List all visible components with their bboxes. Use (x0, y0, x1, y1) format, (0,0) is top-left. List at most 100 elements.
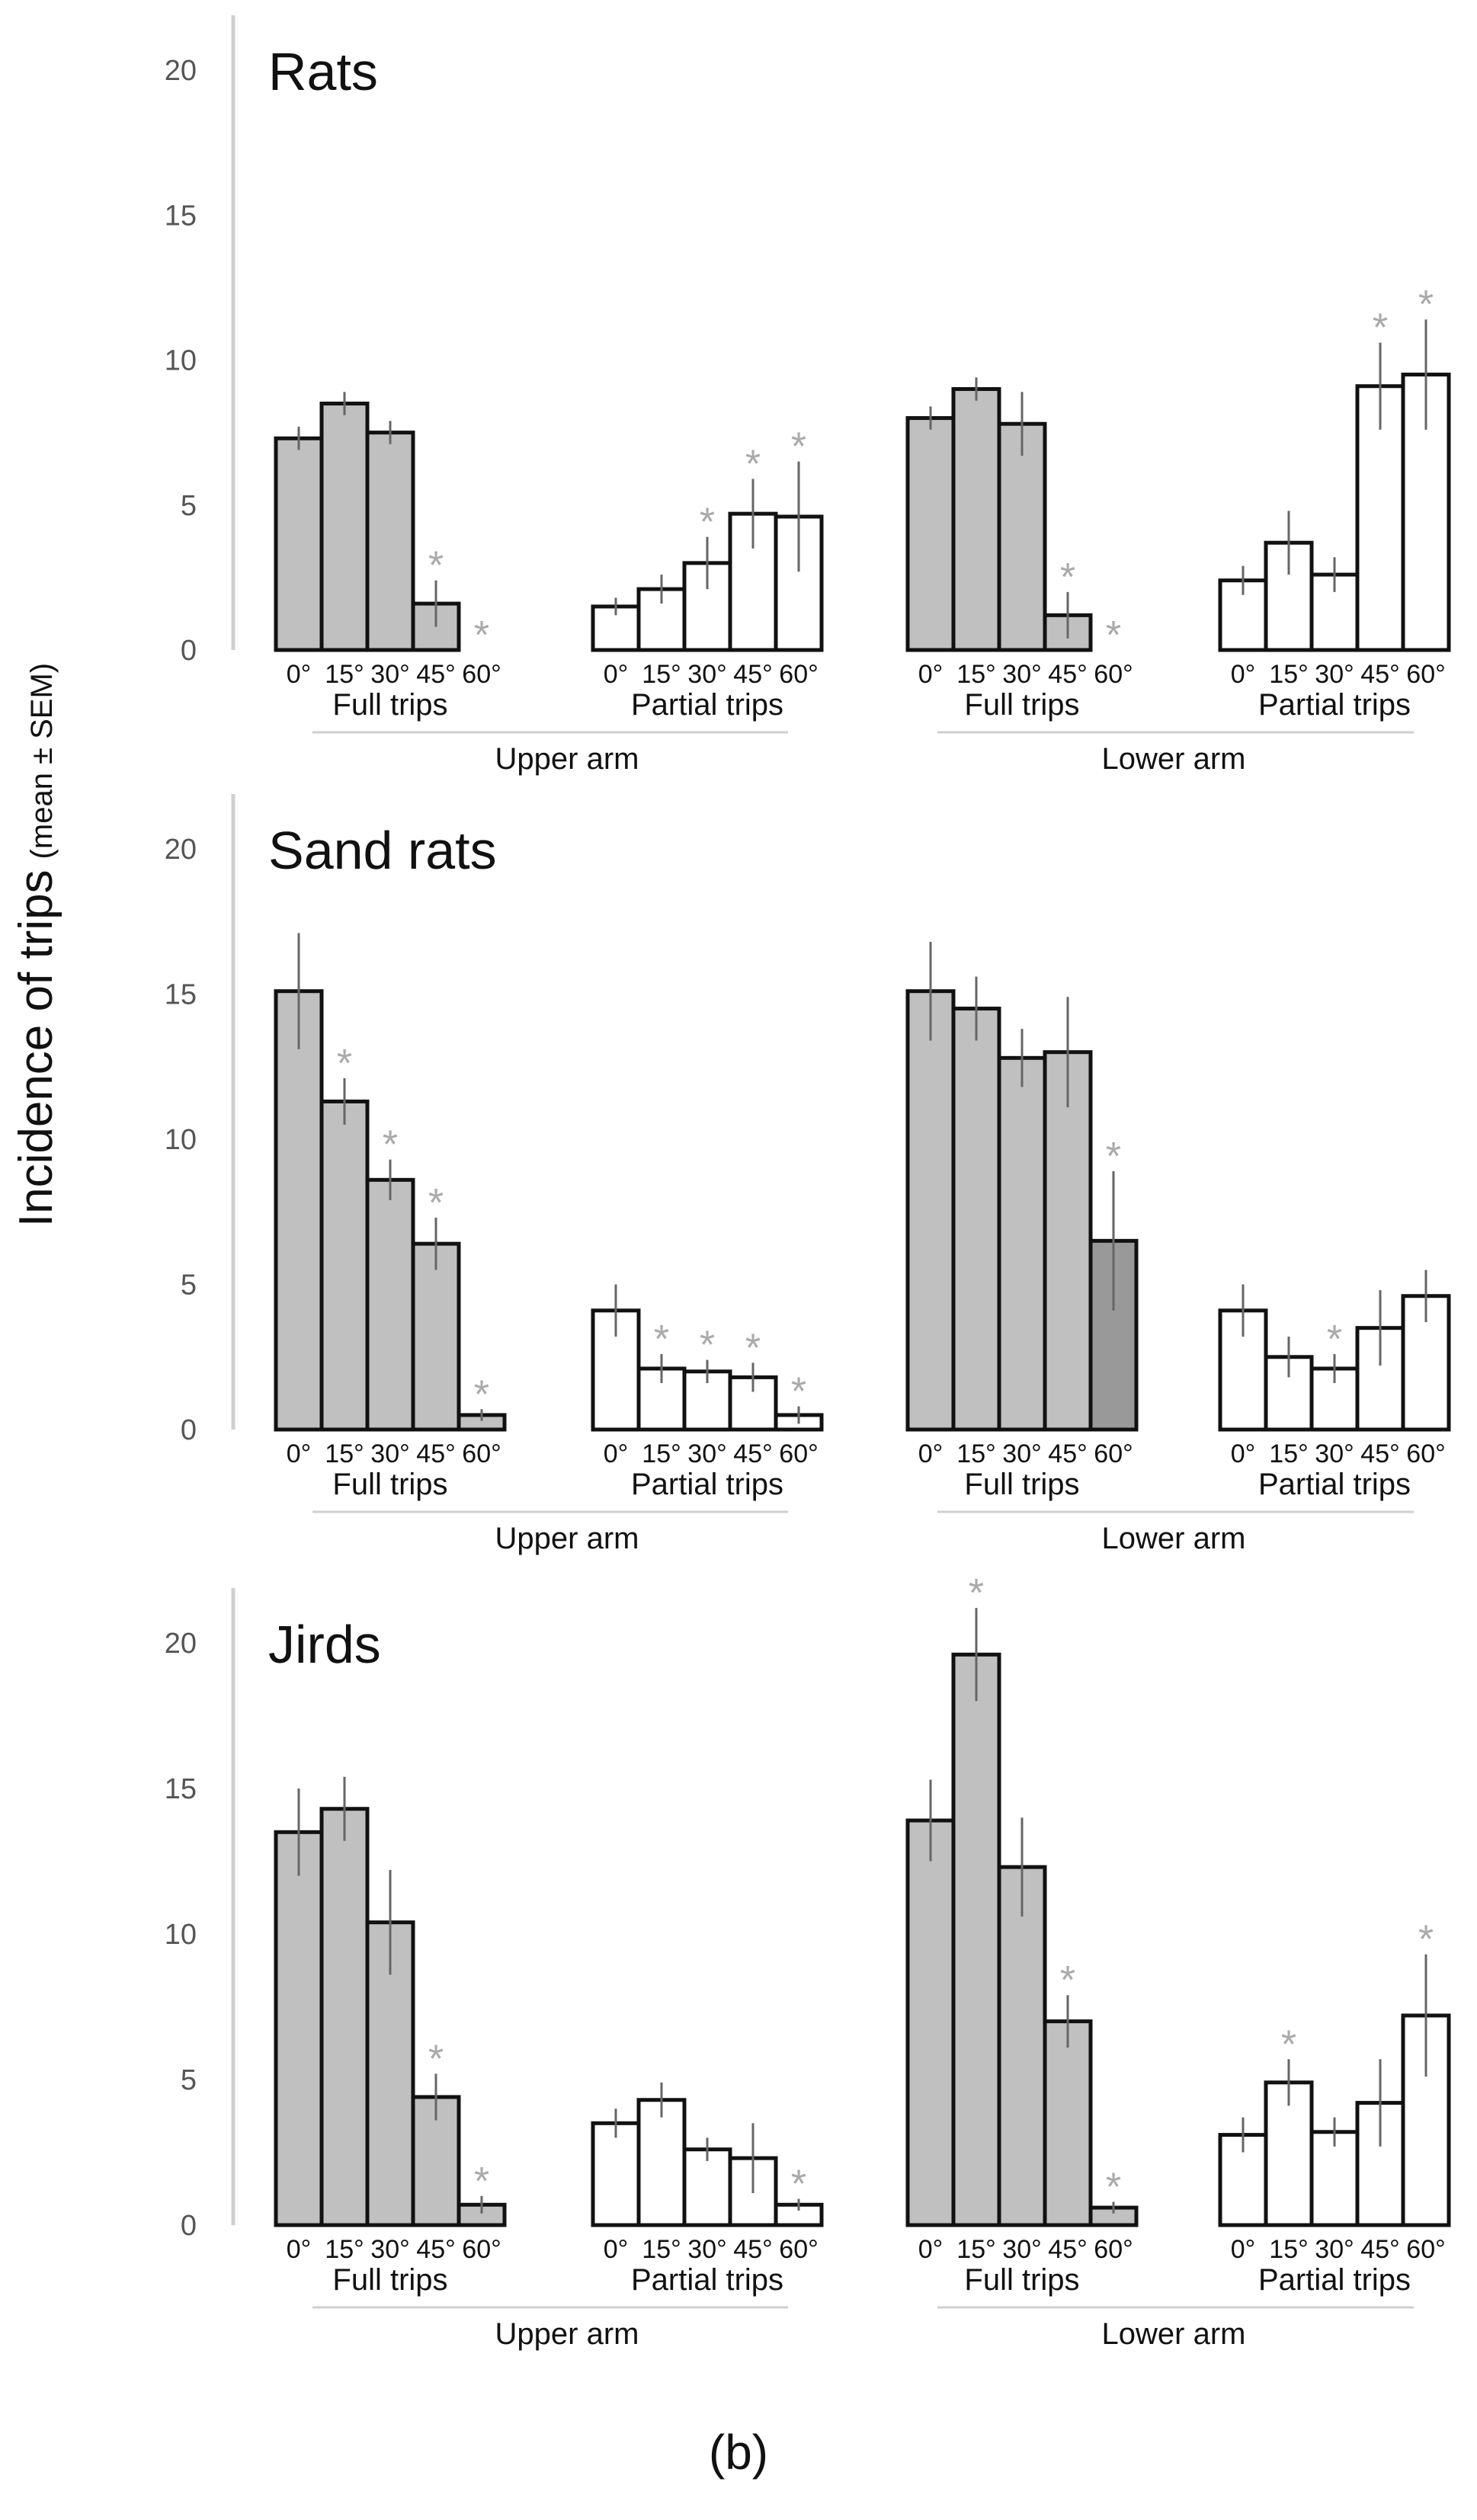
x-tick-label: 60° (462, 2235, 501, 2264)
x-tick-label: 0° (287, 1439, 312, 1468)
panel-title: Jirds (268, 1615, 381, 1674)
significance-star: * (791, 2163, 806, 2207)
x-tick-label: 60° (1406, 660, 1445, 689)
x-tick-label: 30° (370, 1439, 409, 1468)
arm-label: Upper arm (495, 2317, 639, 2351)
bar (1043, 2019, 1093, 2227)
significance-star: * (428, 544, 444, 588)
bar-group: 0° 15° 30°*45°*60°Full trips (905, 377, 1133, 722)
x-tick-label: 0° (1231, 2235, 1256, 2264)
x-tick-label: 30° (687, 1439, 726, 1468)
significance-star: * (428, 2037, 444, 2081)
x-tick-label: 15° (325, 1439, 364, 1468)
x-tick-label: 45° (733, 2235, 772, 2264)
x-tick-label: 60° (1094, 660, 1133, 689)
group-label: Partial trips (631, 2263, 783, 2297)
x-tick-label: 45° (1360, 2235, 1399, 2264)
significance-star: * (700, 501, 715, 545)
x-tick-label: 60° (779, 660, 818, 689)
y-tick-label: 10 (165, 1124, 197, 1156)
bar (951, 387, 1001, 652)
significance-star: * (1281, 2022, 1296, 2067)
bar (274, 989, 324, 1432)
y-tick-label: 15 (165, 200, 197, 232)
x-tick-label: 60° (462, 1439, 501, 1468)
significance-star: * (1060, 556, 1075, 600)
bar (319, 1807, 370, 2227)
x-tick-label: 0° (918, 2235, 944, 2264)
bar-group: 0° 15° 30°*45°*60°Full trips (274, 1776, 507, 2297)
significance-star: * (1418, 1918, 1434, 1962)
bar-group: 0° * 15° 30° * 45° * 60° Full trips (905, 1571, 1139, 2297)
x-tick-label: 45° (733, 1439, 772, 1468)
group-label: Partial trips (631, 1468, 783, 1501)
x-tick-label: 0° (604, 2235, 629, 2264)
group-label: Full trips (964, 1468, 1079, 1501)
y-tick-label: 10 (165, 1919, 197, 1951)
bar (682, 2147, 732, 2227)
bar (636, 2098, 687, 2227)
bar (365, 1177, 415, 1432)
y-tick-label: 20 (165, 834, 197, 866)
bar-group: 0° 15° 30°*45°*60°Full trips (274, 392, 501, 722)
x-tick-label: 0° (918, 1439, 944, 1468)
bar (905, 989, 956, 1432)
x-tick-label: 30° (370, 660, 409, 689)
significance-star: * (1373, 306, 1388, 351)
y-axis-label-main: Incidence of trips (10, 869, 62, 1227)
y-tick-label: 15 (165, 1773, 197, 1805)
significance-star: * (474, 613, 489, 658)
significance-star: * (1106, 613, 1121, 658)
x-tick-label: 0° (1231, 1439, 1256, 1468)
bar-group: 0° * 15° 30° 45° * 60°Partial trips (1218, 1918, 1451, 2297)
x-tick-label: 30° (1315, 2235, 1354, 2264)
x-tick-label: 15° (642, 2235, 681, 2264)
group-label: Partial trips (631, 688, 783, 722)
x-tick-label: 60° (1094, 1439, 1133, 1468)
x-tick-label: 45° (1360, 660, 1399, 689)
y-tick-label: 20 (165, 1628, 197, 1660)
y-tick-label: 5 (181, 2064, 197, 2096)
arm-label: Lower arm (1102, 1522, 1246, 1555)
x-tick-label: 45° (1048, 660, 1087, 689)
y-tick-label: 0 (181, 2210, 197, 2242)
x-tick-label: 60° (779, 2235, 818, 2264)
x-tick-label: 30° (370, 2235, 409, 2264)
bar (1218, 1308, 1268, 1432)
x-tick-label: 0° (604, 1439, 629, 1468)
svg-text:Incidence of trips(mean ± SEM): Incidence of trips (mean ± SEM) (10, 663, 62, 1227)
x-tick-label: 15° (956, 2235, 995, 2264)
x-tick-label: 30° (1315, 1439, 1354, 1468)
y-axis-label-units: (mean ± SEM) (25, 663, 59, 860)
x-tick-label: 45° (416, 660, 455, 689)
x-tick-label: 60° (779, 1439, 818, 1468)
bar (951, 1652, 1001, 2227)
significance-star: * (1106, 1135, 1121, 1179)
arm-label: Lower arm (1102, 742, 1246, 776)
bar-group: 0° 15° 30° * 45° * 60°Partial trips (1218, 283, 1451, 722)
bar (274, 436, 324, 652)
group-label: Partial trips (1258, 688, 1411, 722)
bar (591, 2121, 641, 2227)
significance-star: * (1106, 2165, 1121, 2209)
x-tick-label: 60° (1094, 2235, 1133, 2264)
significance-star: * (700, 1324, 715, 1368)
arm-label: Upper arm (495, 1522, 639, 1555)
bar-group: 0° 15° * 30° * 45° * 60°Partial trips (591, 425, 824, 722)
arm-label: Lower arm (1102, 2317, 1246, 2351)
significance-star: * (337, 1042, 352, 1086)
group-label: Full trips (964, 688, 1079, 722)
bar (319, 1099, 370, 1432)
x-tick-label: 0° (287, 2235, 312, 2264)
x-tick-label: 45° (733, 660, 772, 689)
bar (997, 1865, 1047, 2227)
bar (774, 514, 824, 652)
significance-star: * (791, 425, 806, 469)
x-tick-label: 15° (956, 660, 995, 689)
x-tick-label: 45° (416, 2235, 455, 2264)
bar (411, 1241, 461, 1432)
y-tick-label: 20 (165, 55, 197, 87)
x-tick-label: 15° (642, 1439, 681, 1468)
x-tick-label: 0° (287, 660, 312, 689)
